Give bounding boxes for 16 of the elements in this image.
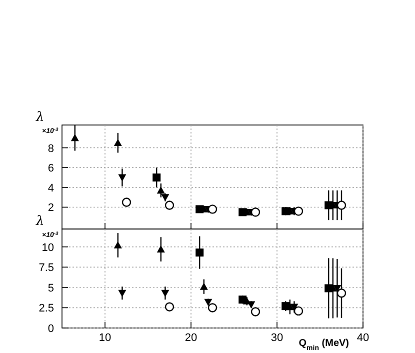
y-tick-label: 2.5 <box>38 302 54 315</box>
y-tick-label: 5 <box>48 282 54 294</box>
y-tick-label: 7.5 <box>38 262 54 274</box>
x-tick-label: 20 <box>184 332 198 344</box>
y-tick-label: 8 <box>48 142 54 155</box>
x-tick-label: 30 <box>270 332 284 344</box>
y-tick-label: 6 <box>48 162 54 175</box>
y-tick-label: 4 <box>48 182 54 194</box>
x-axis-title: Q$_{min}$ (MeV) <box>298 338 349 352</box>
y-axis-title: λ <box>35 214 44 229</box>
y-tick-label: 2 <box>48 202 54 214</box>
y-axis-title: λ <box>35 110 44 125</box>
x-tick-label: 40 <box>356 332 370 344</box>
y-tick-label: 0 <box>48 323 54 335</box>
x-tick-label: 10 <box>98 332 112 344</box>
y-tick-label: 10 <box>42 242 54 254</box>
